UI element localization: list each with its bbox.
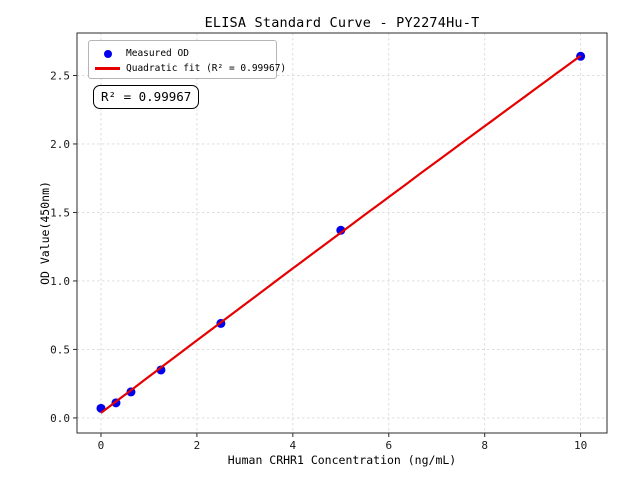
y-tick-label: 1.0: [50, 275, 70, 288]
axes-spines: [76, 32, 608, 434]
chart-title: ELISA Standard Curve - PY2274Hu-T: [204, 15, 480, 31]
r-squared-annotation: R² = 0.99967: [93, 85, 200, 109]
x-tick-label: 2: [194, 439, 201, 452]
y-tick-label: 1.5: [50, 206, 70, 219]
legend-entry-measured-od: Measured OD: [93, 46, 276, 61]
y-tick-label: 2.5: [50, 69, 70, 82]
data-point: [336, 225, 346, 235]
y-axis-label: OD Value(450nm): [38, 181, 52, 285]
y-tick-label: 0.5: [50, 343, 70, 356]
measured-od-marker-icon: [103, 49, 112, 58]
fit-line: [100, 54, 582, 414]
quadratic-fit-line-icon: [95, 67, 120, 70]
legend-label-measured-od: Measured OD: [126, 48, 189, 59]
x-tick-label: 6: [385, 439, 392, 452]
legend-entry-quadratic-fit: Quadratic fit (R² = 0.99967): [93, 61, 286, 76]
x-tick-label: 10: [574, 439, 587, 452]
y-tick-label: 0.0: [50, 412, 70, 425]
y-tick-label: 2.0: [50, 138, 70, 151]
data-point: [156, 365, 166, 375]
legend-label-quadratic-fit: Quadratic fit (R² = 0.99967): [126, 63, 287, 74]
x-axis-label: Human CRHR1 Concentration (ng/mL): [227, 453, 457, 467]
x-tick-label: 8: [481, 439, 488, 452]
x-tick-label: 0: [98, 439, 105, 452]
legend: Measured OD Quadratic fit (R² = 0.99967): [88, 40, 286, 79]
x-tick-label: 4: [290, 439, 297, 452]
